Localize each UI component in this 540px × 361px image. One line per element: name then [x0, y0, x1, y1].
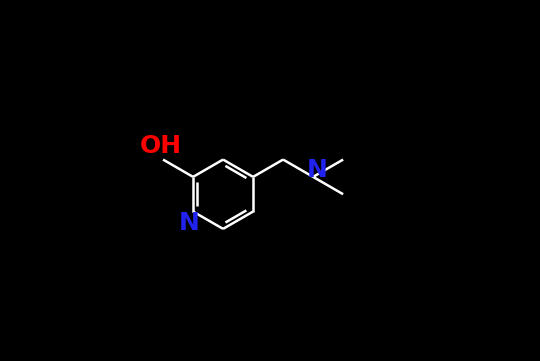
Text: OH: OH	[140, 134, 183, 158]
Text: N: N	[178, 211, 199, 235]
Text: N: N	[306, 158, 327, 182]
